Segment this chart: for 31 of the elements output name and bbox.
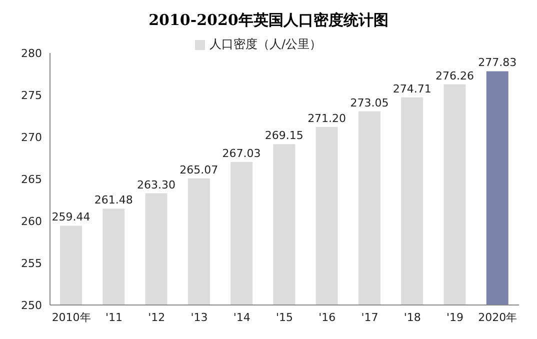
- y-tick-label: 255: [21, 256, 42, 270]
- chart-title: 2010-2020年英国人口密度统计图: [148, 10, 390, 31]
- y-tick-label: 280: [21, 46, 42, 60]
- text: 276.26: [435, 69, 474, 82]
- x-tick-label: '17: [361, 310, 378, 324]
- x-tick-label: '15: [276, 310, 294, 324]
- text: 273.05: [350, 96, 389, 110]
- x-tick-label: '12: [148, 310, 166, 324]
- x-tick-label: '18: [404, 310, 421, 324]
- text: 269.15: [264, 129, 304, 142]
- y-tick-label: 250: [21, 298, 42, 312]
- y-tick-label: 265: [21, 172, 42, 186]
- x-tick-label: '14: [233, 310, 250, 324]
- text: 271.20: [308, 112, 346, 125]
- y-tick-label: 260: [21, 214, 42, 228]
- text: 259.44: [52, 210, 90, 224]
- text: 263.30: [137, 178, 176, 192]
- y-tick-label: 270: [21, 130, 42, 144]
- text: 261.48: [94, 194, 133, 207]
- text: 267.03: [222, 146, 261, 160]
- x-tick-label: 2010年: [52, 310, 91, 324]
- y-tick-label: 275: [21, 88, 42, 102]
- text: 265.07: [180, 163, 218, 176]
- x-tick-label: '11: [105, 310, 122, 324]
- legend-label: 人口密度（人/公里）: [209, 37, 322, 51]
- text: 277.83: [478, 56, 517, 70]
- x-tick-label: '19: [446, 310, 464, 324]
- x-tick-label: '13: [190, 310, 208, 324]
- x-tick-label: '16: [318, 310, 336, 324]
- x-tick-label: 2020年: [478, 310, 518, 324]
- text: 274.71: [392, 82, 432, 96]
